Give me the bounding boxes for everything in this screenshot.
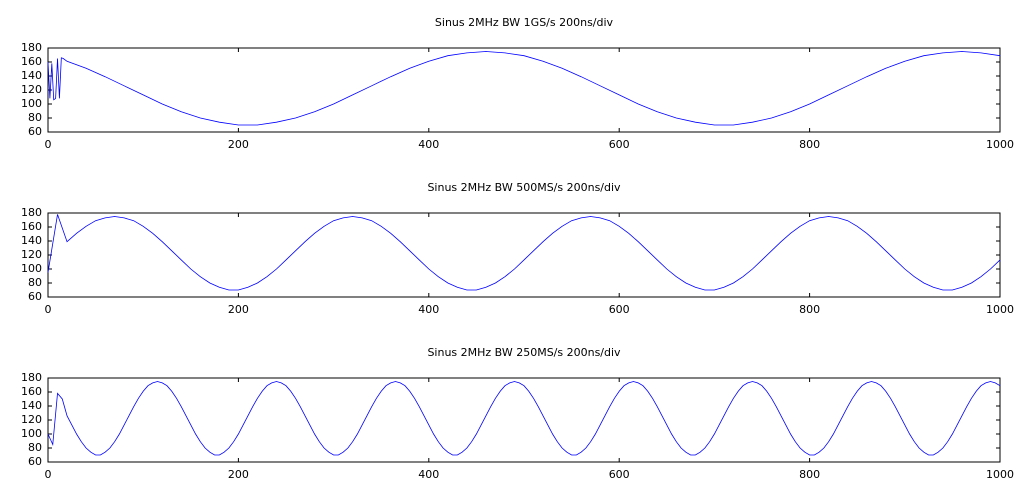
signal-line xyxy=(47,214,1001,291)
plot-frame xyxy=(47,377,1001,463)
y-tick-label: 180 xyxy=(21,371,42,384)
x-tick-label: 600 xyxy=(609,303,630,316)
y-tick-label: 160 xyxy=(21,220,42,233)
chart-title: Sinus 2MHz BW 1GS/s 200ns/div xyxy=(435,16,614,29)
y-tick-label: 60 xyxy=(28,125,42,138)
y-tick-label: 140 xyxy=(21,69,42,82)
x-tick-label: 1000 xyxy=(986,138,1014,151)
x-tick-label: 1000 xyxy=(986,303,1014,316)
y-tick-label: 160 xyxy=(21,385,42,398)
y-tick-label: 120 xyxy=(21,83,42,96)
x-tick-label: 400 xyxy=(418,303,439,316)
signal-line xyxy=(47,381,1001,456)
x-tick-label: 0 xyxy=(45,303,52,316)
y-tick-label: 160 xyxy=(21,55,42,68)
chart-title: Sinus 2MHz BW 250MS/s 200ns/div xyxy=(427,346,621,359)
x-tick-label: 200 xyxy=(228,303,249,316)
y-tick-label: 60 xyxy=(28,455,42,468)
x-tick-label: 800 xyxy=(799,138,820,151)
y-tick-label: 100 xyxy=(21,262,42,275)
plot-frame xyxy=(47,47,1001,133)
x-tick-label: 400 xyxy=(418,138,439,151)
y-tick-label: 140 xyxy=(21,399,42,412)
y-tick-label: 120 xyxy=(21,413,42,426)
y-tick-label: 80 xyxy=(28,276,42,289)
x-tick-label: 800 xyxy=(799,303,820,316)
x-tick-label: 200 xyxy=(228,468,249,481)
x-tick-label: 800 xyxy=(799,468,820,481)
y-tick-label: 100 xyxy=(21,97,42,110)
y-tick-label: 60 xyxy=(28,290,42,303)
chart-title: Sinus 2MHz BW 500MS/s 200ns/div xyxy=(427,181,621,194)
x-tick-label: 600 xyxy=(609,138,630,151)
y-tick-label: 80 xyxy=(28,441,42,454)
y-tick-label: 80 xyxy=(28,111,42,124)
y-tick-label: 140 xyxy=(21,234,42,247)
y-tick-label: 120 xyxy=(21,248,42,261)
y-tick-label: 100 xyxy=(21,427,42,440)
x-tick-label: 600 xyxy=(609,468,630,481)
x-tick-label: 1000 xyxy=(986,468,1014,481)
x-tick-label: 0 xyxy=(45,468,52,481)
x-tick-label: 0 xyxy=(45,138,52,151)
x-tick-label: 200 xyxy=(228,138,249,151)
x-tick-label: 400 xyxy=(418,468,439,481)
y-tick-label: 180 xyxy=(21,41,42,54)
plot-frame xyxy=(47,212,1001,298)
y-tick-label: 180 xyxy=(21,206,42,219)
signal-line xyxy=(47,51,1001,126)
